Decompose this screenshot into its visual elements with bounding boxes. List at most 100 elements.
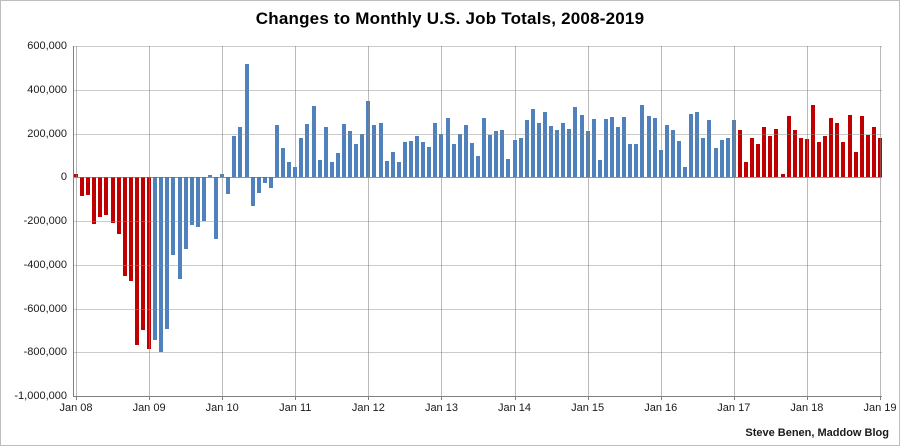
bar-aug-2015 (628, 144, 633, 178)
x-axis-tick-label: Jan 08 (59, 402, 93, 414)
bar-mar-2011 (305, 123, 310, 178)
bar-apr-2018 (823, 135, 828, 178)
bar-aug-2012 (409, 141, 413, 178)
bar-jul-2011 (329, 161, 334, 178)
bar-nov-2008 (134, 177, 139, 345)
x-axis-tickmark (368, 396, 370, 400)
bar-mar-2016 (670, 130, 675, 178)
gridline-y--200000 (74, 221, 882, 222)
bar-aug-2008 (116, 177, 121, 234)
bar-sep-2009 (195, 177, 200, 227)
bar-apr-2014 (530, 109, 535, 178)
bar-jun-2016 (689, 113, 694, 178)
bar-aug-2010 (262, 177, 267, 183)
y-axis-tick-label: 0 (60, 171, 67, 184)
bar-oct-2015 (640, 105, 645, 178)
bar-jun-2018 (835, 122, 840, 178)
bar-dec-2017 (798, 137, 803, 178)
y-axis-tick-label: 400,000 (27, 83, 67, 96)
x-axis-tickmark (806, 396, 808, 400)
bar-may-2010 (244, 63, 249, 178)
x-axis-tick-label: Jan 16 (644, 402, 678, 414)
y-axis-tick-label: -200,000 (23, 215, 67, 227)
x-axis-tickmark (222, 396, 224, 400)
bar-jul-2017 (768, 135, 773, 178)
x-axis-tickmark (76, 396, 77, 400)
gridline-y--800000 (74, 352, 882, 354)
bar-feb-2017 (737, 130, 742, 178)
x-axis-tick-label: Jan 14 (498, 402, 532, 414)
bar-may-2015 (610, 117, 614, 178)
bar-nov-2016 (719, 140, 724, 178)
x-axis-tick-label: Jan 15 (571, 402, 605, 414)
bar-may-2018 (829, 118, 834, 178)
bar-jun-2017 (762, 126, 767, 178)
bar-aug-2018 (847, 114, 852, 178)
bar-mar-2010 (232, 135, 237, 178)
gridline-x-Jan-14 (514, 46, 516, 396)
chart-title: Changes to Monthly U.S. Job Totals, 2008… (255, 9, 645, 28)
bar-mar-2009 (159, 177, 164, 353)
x-axis-tick-label: Jan 18 (790, 402, 824, 414)
gridline-y-600000 (74, 46, 882, 47)
bar-nov-2011 (354, 144, 359, 178)
bar-apr-2009 (165, 177, 170, 330)
bar-jul-2012 (402, 142, 407, 178)
bar-may-2016 (683, 167, 688, 178)
bar-oct-2011 (348, 131, 353, 178)
bar-oct-2013 (494, 131, 499, 178)
bar-jul-2008 (110, 177, 115, 224)
bar-jul-2014 (549, 125, 554, 178)
bar-nov-2017 (792, 130, 797, 178)
bar-sep-2012 (415, 135, 420, 178)
bar-dec-2011 (360, 133, 365, 178)
bar-jun-2015 (616, 126, 621, 178)
bar-mar-2018 (817, 142, 822, 178)
bar-nov-2009 (208, 175, 212, 178)
x-axis-tickmark (514, 396, 516, 400)
y-axis-tick-label: -600,000 (23, 302, 67, 315)
bar-feb-2016 (664, 124, 669, 178)
bar-nov-2018 (865, 134, 870, 178)
bar-sep-2018 (853, 152, 858, 178)
bar-apr-2013 (457, 133, 462, 178)
gridline-x-Jan-17 (733, 46, 735, 396)
bar-nov-2012 (427, 146, 432, 178)
bar-dec-2009 (214, 177, 219, 240)
bar-may-2008 (98, 177, 103, 218)
attribution-text: Steve Benen, Maddow Blog (745, 427, 889, 439)
bar-mar-2015 (597, 159, 602, 178)
x-axis-tick-label: Jan 13 (424, 402, 458, 414)
gridline-x-Jan-13 (441, 46, 443, 396)
bar-oct-2014 (567, 129, 572, 178)
bar-mar-2012 (378, 122, 383, 178)
gridline-x-Jan-12 (368, 46, 370, 396)
bar-mar-2014 (524, 120, 529, 178)
bar-jul-2016 (695, 111, 700, 178)
x-axis-tick-label: Jan 17 (717, 402, 751, 414)
bar-apr-2011 (311, 106, 316, 178)
x-axis-line (73, 396, 882, 397)
bar-jun-2011 (323, 126, 328, 178)
bar-feb-2010 (226, 177, 231, 195)
bar-mar-2008 (86, 177, 91, 195)
bar-jun-2010 (250, 177, 255, 206)
bar-jul-2009 (183, 177, 188, 249)
bar-nov-2013 (500, 130, 505, 178)
bar-may-2009 (171, 177, 176, 255)
bar-apr-2008 (92, 177, 97, 225)
bar-feb-2013 (445, 118, 450, 178)
x-axis-tickmark (660, 396, 662, 400)
bar-may-2017 (756, 144, 761, 178)
bar-jun-2009 (177, 177, 182, 280)
bar-aug-2016 (701, 137, 706, 178)
bar-aug-2014 (555, 130, 560, 178)
bar-jul-2013 (476, 156, 480, 178)
bar-dec-2015 (652, 118, 657, 178)
bar-dec-2012 (433, 122, 438, 178)
y-axis-line (73, 46, 74, 396)
bar-mar-2013 (451, 144, 456, 178)
x-axis-tick-label: Jan 19 (863, 402, 897, 414)
bar-sep-2015 (634, 144, 639, 178)
x-axis-tickmark (880, 396, 881, 400)
